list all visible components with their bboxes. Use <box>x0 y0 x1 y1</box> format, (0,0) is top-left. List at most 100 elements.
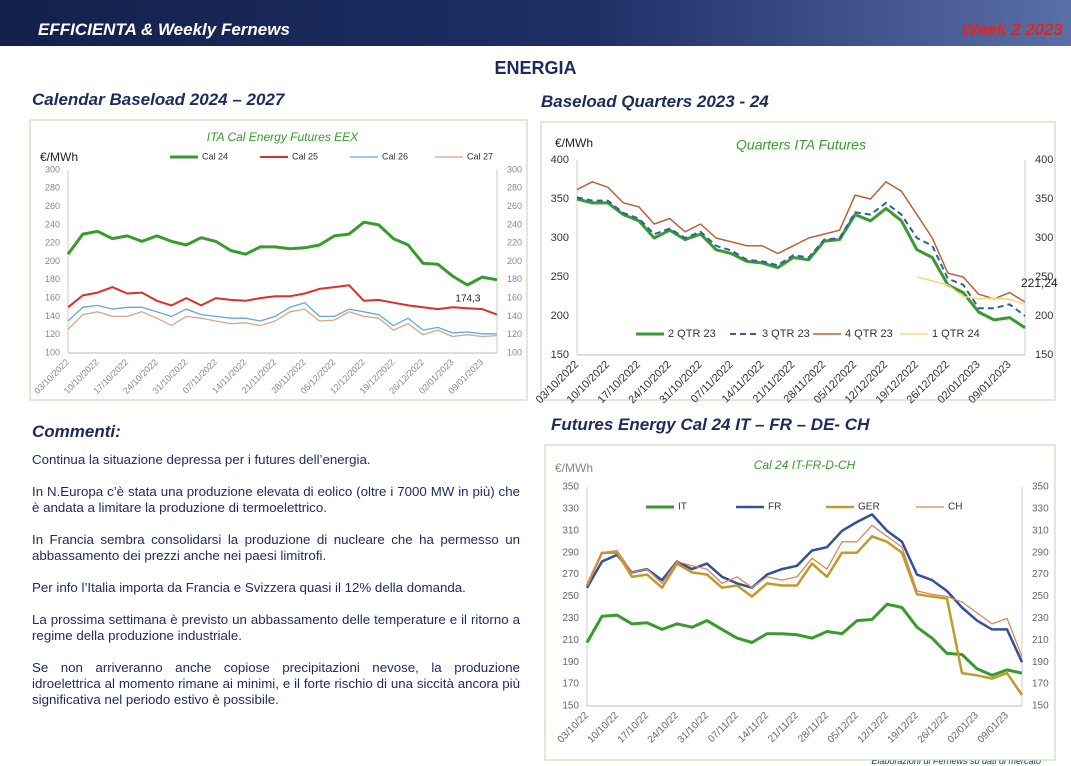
y-tick-label: 400 <box>551 154 569 166</box>
paragraph: Per info l’Italia importa da Francia e S… <box>32 580 466 595</box>
y-tick-label: 290 <box>562 547 579 558</box>
legend-label: 2 QTR 23 <box>668 328 716 340</box>
y2-tick-label: 240 <box>507 219 522 229</box>
series-line <box>585 602 1023 677</box>
series-line <box>66 220 498 287</box>
y2-tick-label: 120 <box>507 329 522 339</box>
legend-label: Cal 25 <box>292 151 318 161</box>
legend-label: GER <box>858 502 880 513</box>
y2-tick-label: 210 <box>1032 635 1049 646</box>
y-tick-label: 150 <box>551 349 569 361</box>
y-tick-label: 280 <box>45 183 60 193</box>
header-title: EFFICIENTA & Weekly Fernews <box>38 20 290 39</box>
y2-tick-label: 350 <box>1032 482 1049 493</box>
chart-title: ITA Cal Energy Futures EEX <box>207 130 359 144</box>
y2-tick-label: 100 <box>507 347 522 357</box>
series-line <box>585 513 1024 663</box>
y2-tick-label: 280 <box>507 183 522 193</box>
y-tick-label: 210 <box>562 635 579 646</box>
comments: Commenti: Continua la situazione depress… <box>32 422 520 724</box>
y2-tick-label: 200 <box>507 256 522 266</box>
series-line <box>67 284 498 316</box>
y2-tick-label: 150 <box>1035 349 1053 361</box>
paragraph: Continua la situazione depressa per i fu… <box>32 452 371 467</box>
series-line <box>67 308 498 338</box>
y-tick-label: 200 <box>45 256 60 266</box>
legend-label: Cal 24 <box>202 151 228 161</box>
legend-label: FR <box>768 502 781 513</box>
y-axis-label: €/MWh <box>555 461 593 475</box>
y2-tick-label: 300 <box>507 164 522 174</box>
y2-tick-label: 170 <box>1032 679 1049 690</box>
chart-title: Quarters ITA Futures <box>736 137 866 153</box>
y2-tick-label: 180 <box>507 274 522 284</box>
chart-frame <box>544 444 1056 761</box>
y-tick-label: 160 <box>45 292 60 302</box>
y-tick-label: 200 <box>551 310 569 322</box>
legend-label: 1 QTR 24 <box>932 328 980 340</box>
y-tick-label: 140 <box>45 311 60 321</box>
annotation: 221,24 <box>1021 276 1058 290</box>
y2-tick-label: 250 <box>1035 271 1053 283</box>
paragraph: In N.Europa c’è stata una produzione ele… <box>32 484 520 515</box>
y-tick-label: 170 <box>562 679 579 690</box>
header-bar: EFFICIENTA & Weekly Fernews Week 2 2023 <box>0 0 1071 46</box>
y-axis-label: €/MWh <box>40 150 78 164</box>
chart: Cal 24 IT-FR-D-CH €/MWh 150 150 170 170 190 190… <box>544 444 1056 761</box>
y-tick-label: 350 <box>551 193 569 205</box>
y-tick-label: 330 <box>562 504 579 515</box>
y-tick-label: 350 <box>562 482 579 493</box>
y2-tick-label: 290 <box>1032 547 1049 558</box>
series-line <box>67 302 497 335</box>
chart: ITA Cal Energy Futures EEX €/MWh 100 100 120… <box>29 119 528 401</box>
y2-tick-label: 250 <box>1032 591 1049 602</box>
y2-tick-label: 160 <box>507 292 522 302</box>
annotation: 174,3 <box>455 294 480 305</box>
chart-heading: Baseload Quarters 2023 - 24 <box>541 92 769 111</box>
y-axis-label: €/MWh <box>555 136 593 150</box>
y2-tick-label: 350 <box>1035 193 1053 205</box>
legend-label: Cal 26 <box>382 151 408 161</box>
legend-label: CH <box>948 502 962 513</box>
y2-tick-label: 190 <box>1032 657 1049 668</box>
y-tick-label: 230 <box>562 613 579 624</box>
y2-tick-label: 260 <box>507 201 522 211</box>
legend-label: 3 QTR 23 <box>762 328 810 340</box>
chart: Quarters ITA Futures €/MWh 150 150 200 200 250… <box>534 121 1058 406</box>
y2-tick-label: 200 <box>1035 310 1053 322</box>
paragraph: In Francia sembra consolidarsi la produz… <box>32 532 520 563</box>
y-tick-label: 250 <box>562 591 579 602</box>
comments-title: Commenti: <box>32 422 121 441</box>
y-tick-label: 310 <box>562 525 579 536</box>
chart-heading: Futures Energy Cal 24 IT – FR – DE- CH <box>551 415 870 434</box>
legend-label: IT <box>678 502 687 513</box>
series-line <box>916 276 1026 306</box>
paragraph: La prossima settimana è previsto un abba… <box>32 612 520 643</box>
y-tick-label: 220 <box>45 238 60 248</box>
y2-tick-label: 140 <box>507 311 522 321</box>
series-line <box>576 196 1026 317</box>
y-tick-label: 270 <box>562 569 579 580</box>
y-tick-label: 180 <box>45 274 60 284</box>
footer: Elaborazioni di Fernews su dati di merca… <box>871 756 1041 766</box>
y2-tick-label: 150 <box>1032 701 1049 712</box>
section-title: ENERGIA <box>494 58 577 78</box>
y2-tick-label: 310 <box>1032 525 1049 536</box>
y-tick-label: 120 <box>45 329 60 339</box>
legend-label: 4 QTR 23 <box>845 328 893 340</box>
header-week: Week 2 2023 <box>962 20 1063 39</box>
chart-title: Cal 24 IT-FR-D-CH <box>754 458 856 472</box>
y2-tick-label: 230 <box>1032 613 1049 624</box>
chart-frame <box>29 119 528 401</box>
y2-tick-label: 300 <box>1035 232 1053 244</box>
series-line <box>585 535 1024 696</box>
paragraph: Se non arriveranno anche copiose precipi… <box>32 660 520 707</box>
chart-heading: Calendar Baseload 2024 – 2027 <box>32 90 285 109</box>
series-line <box>586 524 1023 657</box>
y-tick-label: 300 <box>45 164 60 174</box>
y-tick-label: 100 <box>45 347 60 357</box>
series-line <box>576 181 1026 303</box>
y-tick-label: 240 <box>45 219 60 229</box>
